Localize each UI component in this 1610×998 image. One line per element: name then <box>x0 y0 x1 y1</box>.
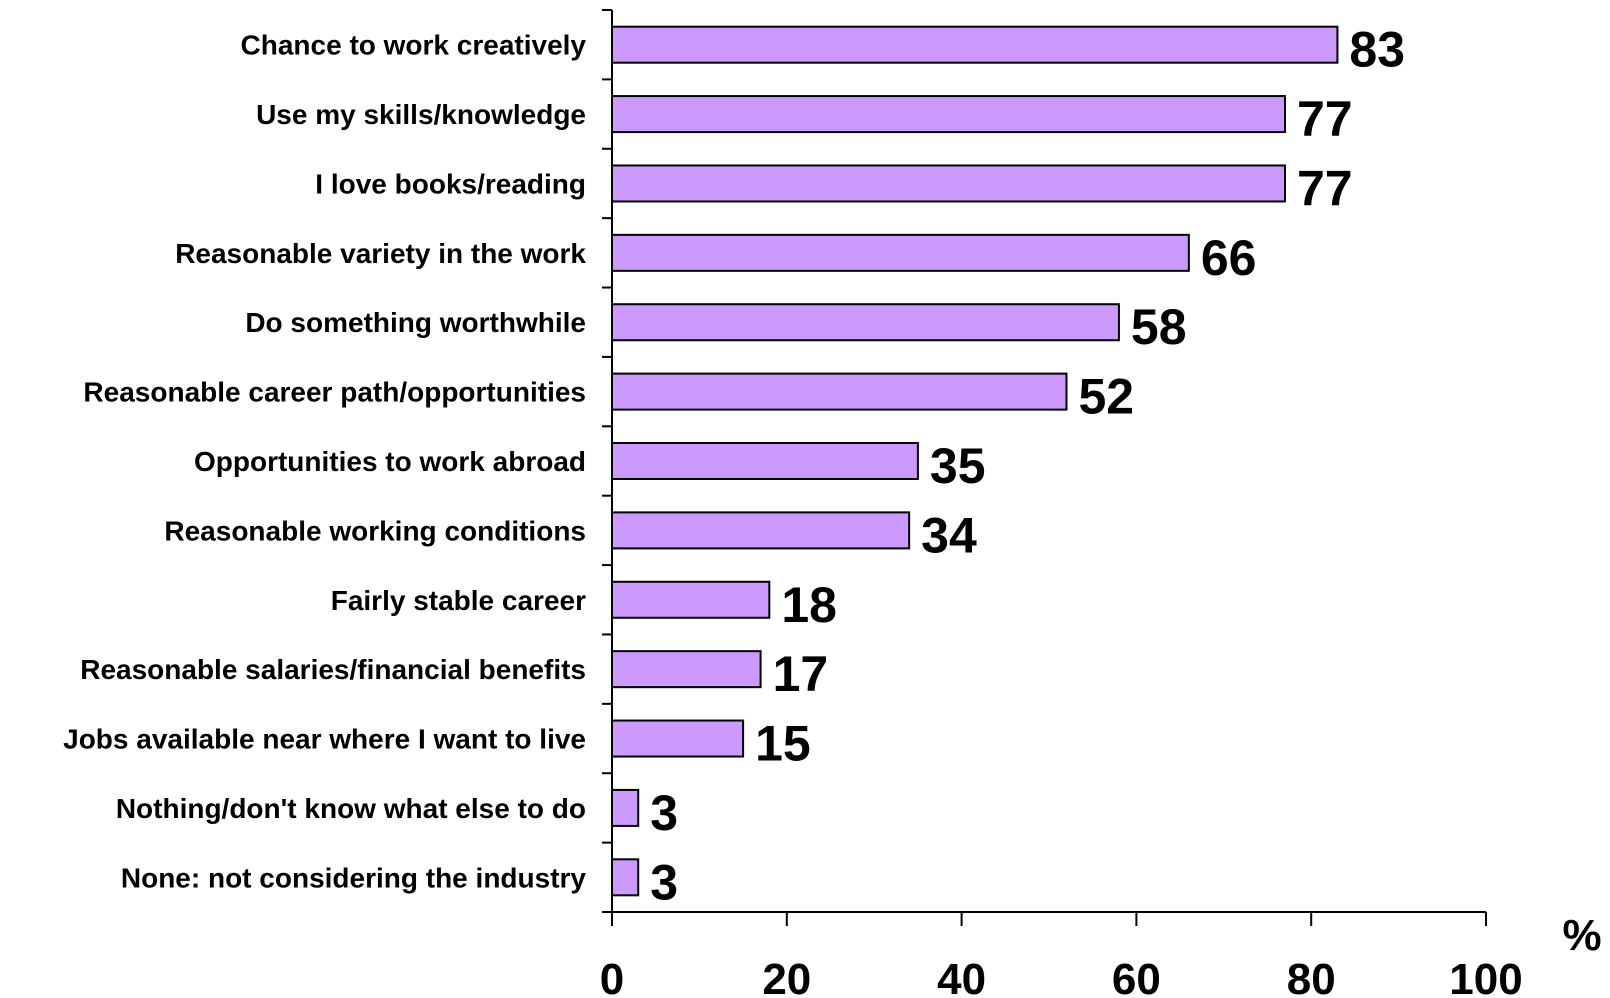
value-label: 52 <box>1078 369 1134 425</box>
category-label: Chance to work creatively <box>241 30 587 61</box>
x-tick-label: 80 <box>1287 955 1336 998</box>
category-label: Fairly stable career <box>331 585 586 616</box>
x-tick-label: 40 <box>937 955 986 998</box>
category-labels: Chance to work creatively Use my skills/k… <box>63 30 586 894</box>
category-label: Reasonable salaries/financial benefits <box>80 654 586 685</box>
category-label: Nothing/don't know what else to do <box>116 793 586 824</box>
bar <box>611 372 1068 411</box>
category-label: Reasonable working conditions <box>164 515 586 546</box>
bar <box>611 95 1286 134</box>
category-label: Do something worthwhile <box>245 307 586 338</box>
axes <box>602 9 1487 926</box>
category-label: Reasonable variety in the work <box>175 238 586 269</box>
bar <box>611 303 1120 342</box>
category-label: Jobs available near where I want to live <box>63 724 586 755</box>
value-label: 17 <box>773 646 829 702</box>
bar <box>611 511 911 550</box>
value-label: 66 <box>1201 230 1257 286</box>
category-label: Use my skills/knowledge <box>256 99 586 130</box>
value-label: 3 <box>650 785 678 841</box>
bar <box>611 858 640 897</box>
x-axis-unit-label: % <box>1562 911 1601 960</box>
value-label: 77 <box>1297 160 1353 216</box>
value-label: 77 <box>1297 91 1353 147</box>
category-label: I love books/reading <box>315 168 586 199</box>
bar <box>611 233 1190 272</box>
category-label: None: not considering the industry <box>121 862 587 893</box>
x-tick-labels: 0 20 40 60 80 100 <box>600 955 1523 998</box>
x-tick-label: 0 <box>600 955 624 998</box>
bar <box>611 788 640 827</box>
value-label: 18 <box>781 577 837 633</box>
bar <box>611 442 919 480</box>
bar <box>611 580 771 619</box>
bar <box>611 25 1339 64</box>
bar <box>611 650 762 689</box>
value-label: 35 <box>930 438 986 494</box>
x-tick-label: 20 <box>762 955 811 998</box>
bar <box>611 164 1286 203</box>
category-label: Opportunities to work abroad <box>194 446 586 477</box>
bars <box>611 25 1339 897</box>
x-tick-label: 100 <box>1449 955 1522 998</box>
value-label: 34 <box>921 507 977 563</box>
bar <box>611 719 745 758</box>
value-label: 3 <box>650 854 678 910</box>
value-label: 83 <box>1349 22 1405 78</box>
category-label: Reasonable career path/opportunities <box>83 377 586 408</box>
value-label: 15 <box>755 716 811 772</box>
value-label: 58 <box>1131 299 1187 355</box>
x-tick-label: 60 <box>1112 955 1161 998</box>
